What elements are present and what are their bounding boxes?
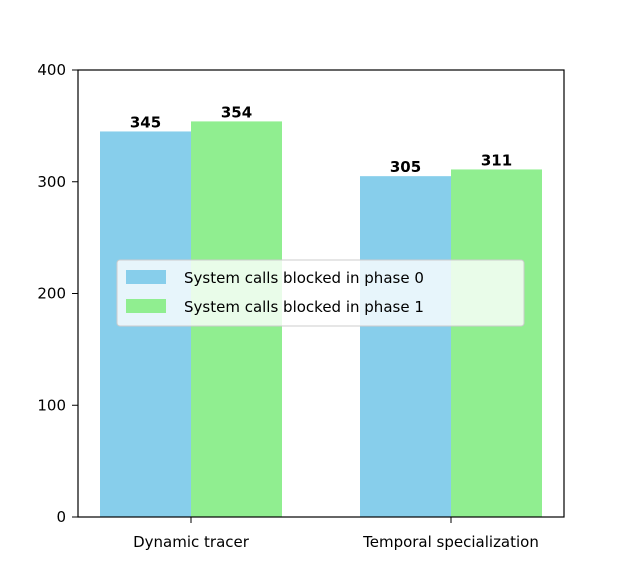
- data-labels: 345 305 354 311: [130, 103, 512, 176]
- bar-series-0-cat-1: [360, 176, 451, 517]
- legend: System calls blocked in phase 0 System ca…: [116, 259, 525, 327]
- data-label: 305: [390, 158, 421, 176]
- y-axis: 0 100 200 300 400: [37, 61, 78, 526]
- plot-frame: [77, 69, 565, 518]
- legend-entry-1: System calls blocked in phase 1: [184, 298, 424, 316]
- bar-series-1-cat-1: [451, 169, 542, 517]
- legend-swatch-1: [126, 299, 166, 313]
- y-tick-label: 400: [37, 61, 66, 79]
- data-label: 354: [221, 103, 252, 121]
- y-tick-label: 100: [37, 396, 66, 414]
- y-tick-label: 0: [56, 508, 66, 526]
- legend-swatch-0: [126, 270, 166, 284]
- data-label: 311: [481, 151, 512, 169]
- legend-box: [116, 259, 525, 327]
- y-tick-label: 300: [37, 173, 66, 191]
- x-tick-label: Temporal specialization: [362, 533, 539, 551]
- x-tick-label: Dynamic tracer: [133, 533, 250, 551]
- data-label: 345: [130, 113, 161, 131]
- x-axis: Dynamic tracer Temporal specialization: [133, 517, 539, 551]
- y-tick-label: 200: [37, 285, 66, 303]
- legend-entry-0: System calls blocked in phase 0: [184, 269, 424, 287]
